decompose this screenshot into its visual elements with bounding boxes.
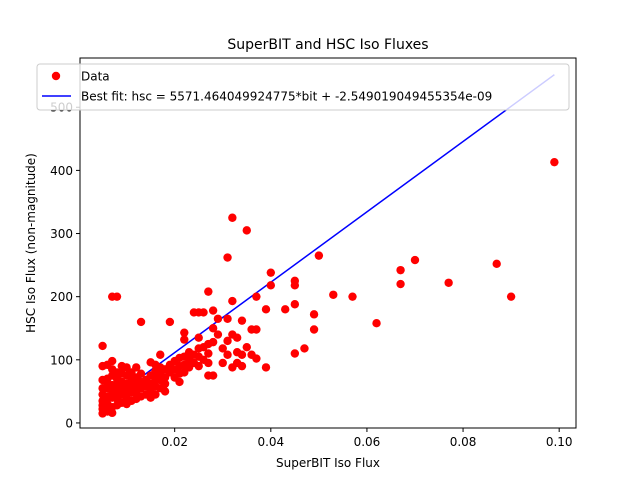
y-tick-label: 0 [65, 416, 73, 430]
data-point [261, 363, 271, 372]
data-point [108, 356, 117, 366]
fit-line [102, 74, 555, 406]
data-point [232, 333, 242, 342]
data-point [208, 371, 218, 380]
data-point [314, 251, 324, 260]
data-points-layer [98, 157, 559, 418]
legend-box [36, 63, 570, 111]
data-point [492, 259, 501, 269]
data-point [396, 265, 405, 275]
data-point [252, 325, 261, 334]
data-point [204, 287, 213, 296]
y-tick-label: 200 [50, 290, 73, 304]
data-point [266, 268, 276, 277]
data-point [223, 336, 232, 346]
data-point [165, 317, 175, 327]
data-point [180, 328, 189, 337]
data-point [194, 361, 203, 371]
data-point [410, 255, 420, 265]
data-point [237, 361, 247, 371]
data-point [309, 310, 319, 319]
data-point [156, 350, 165, 359]
x-tick-label: 0.06 [354, 435, 381, 449]
data-point [136, 317, 146, 327]
data-point [396, 279, 405, 289]
x-tick-label: 0.04 [257, 435, 284, 449]
y-axis-ticks: 0100200300400500 [50, 101, 80, 430]
x-tick-label: 0.10 [546, 435, 573, 449]
data-point [281, 305, 290, 314]
data-point [218, 344, 227, 353]
data-point [444, 278, 453, 287]
data-point [223, 350, 232, 359]
data-point [208, 337, 218, 347]
legend: Data Best fit: hsc = 5571.464049924775*b… [36, 63, 570, 111]
data-point [237, 316, 247, 325]
data-point [112, 292, 122, 301]
data-point [348, 292, 357, 301]
data-point [300, 344, 309, 353]
data-point [290, 300, 300, 309]
data-point [132, 363, 141, 372]
legend-fit-label: Best fit: hsc = 5571.464049924775*bit + … [81, 90, 492, 104]
data-point [237, 350, 247, 359]
data-point [151, 390, 160, 399]
data-point [290, 349, 300, 358]
data-point [213, 314, 223, 323]
x-axis-ticks: 0.02 0.04 0.06 0.08 0.10 [161, 428, 573, 449]
data-point [208, 306, 218, 315]
data-point [223, 314, 232, 323]
data-point [261, 305, 271, 314]
y-tick-label: 400 [50, 164, 73, 178]
plot-frame [79, 57, 577, 429]
data-point [199, 308, 208, 317]
data-point [98, 341, 107, 351]
x-tick-label: 0.02 [161, 435, 188, 449]
data-point [204, 349, 213, 358]
y-tick-label: 100 [50, 353, 73, 367]
data-point [223, 253, 232, 262]
x-axis-label: SuperBIT Iso Flux [276, 456, 380, 470]
data-point [160, 379, 170, 388]
data-point [175, 377, 184, 387]
data-point [242, 342, 251, 352]
x-tick-label: 0.08 [450, 435, 477, 449]
data-point [208, 324, 218, 333]
data-point [160, 387, 170, 396]
legend-data-label: Data [81, 70, 110, 84]
y-axis-label: HSC Iso Flux (non-magnitude) [24, 153, 38, 333]
data-point [372, 318, 381, 328]
data-point [242, 226, 251, 235]
data-point [252, 292, 261, 301]
data-point [309, 325, 319, 334]
data-point [290, 276, 300, 286]
data-point [252, 354, 261, 363]
data-point [180, 335, 189, 344]
data-point [194, 333, 203, 342]
data-point [228, 296, 237, 306]
data-point [506, 292, 516, 301]
data-point [136, 369, 146, 378]
data-point [228, 213, 237, 222]
fit-line-layer [102, 74, 555, 406]
legend-data-marker [51, 71, 61, 81]
y-tick-label: 300 [50, 227, 73, 241]
data-point [550, 157, 559, 167]
data-point [329, 290, 338, 299]
chart-title: SuperBIT and HSC Iso Fluxes [227, 37, 428, 53]
data-point [204, 358, 213, 368]
data-point [266, 281, 276, 290]
data-point [218, 358, 227, 368]
data-point [213, 330, 223, 339]
